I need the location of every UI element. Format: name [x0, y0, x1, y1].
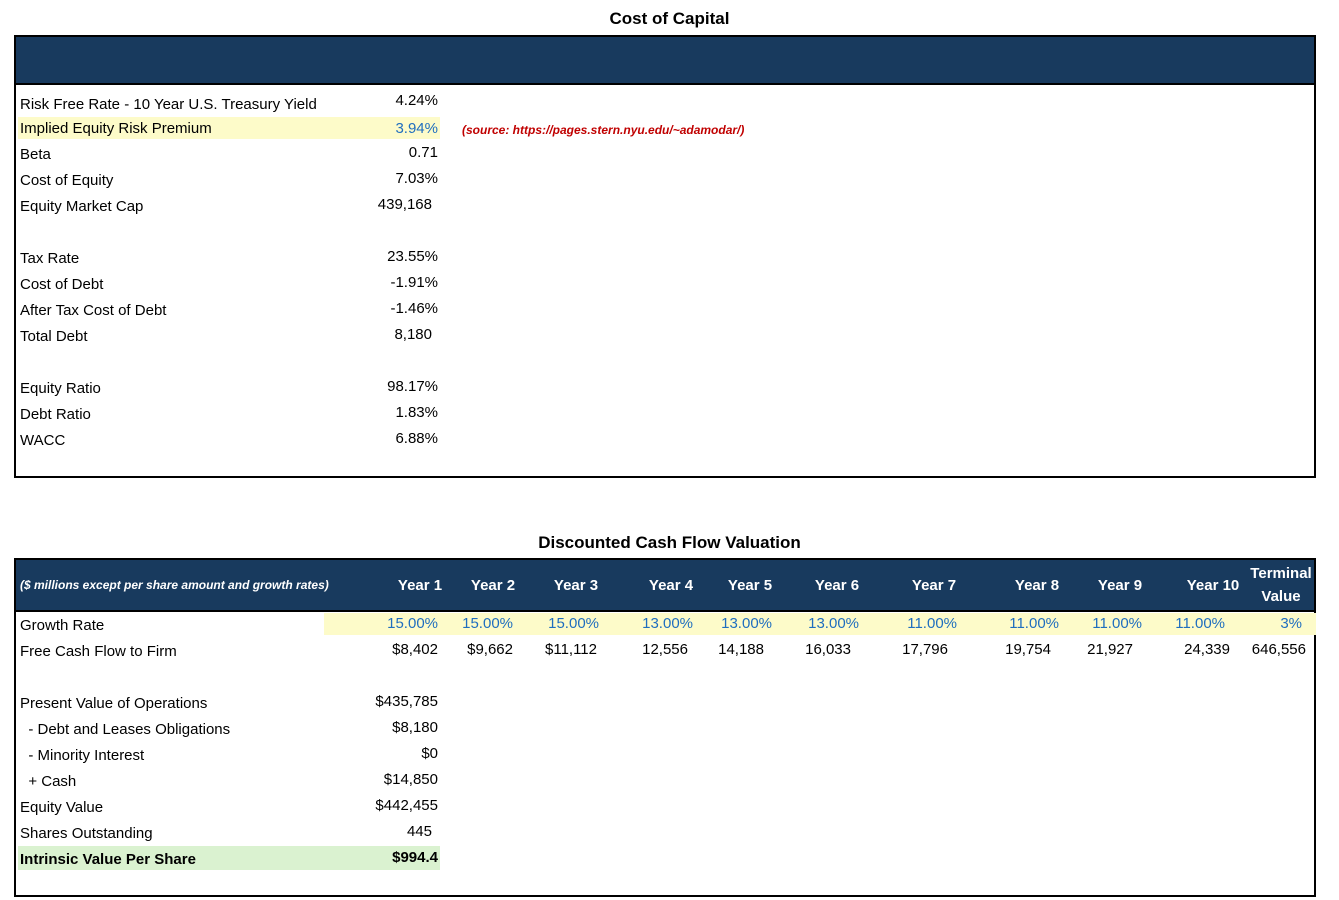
col-year-4: Year 4 — [648, 576, 694, 594]
cost-of-capital-title: Cost of Capital — [609, 9, 730, 28]
dcf-header-bar: ($ millions except per share amount and … — [16, 560, 1314, 612]
growth-year-10: 11.00% — [1175, 615, 1225, 632]
total-debt-label: Total Debt — [20, 328, 88, 345]
dcf-title: Discounted Cash Flow Valuation — [538, 533, 801, 552]
shares-outstanding-label: Shares Outstanding — [20, 825, 153, 842]
growth-terminal: 3% — [1280, 615, 1302, 632]
dcf-panel: ($ millions except per share amount and … — [14, 558, 1316, 897]
cash-label: + Cash — [20, 773, 77, 790]
fcf-year-4: 12,556 — [642, 641, 688, 658]
cash-value: $14,850 — [383, 771, 438, 788]
fcf-year-2: $9,662 — [467, 641, 513, 658]
beta-value: 0.71 — [408, 144, 438, 161]
col-year-6: Year 6 — [814, 576, 860, 594]
growth-year-3: 15.00% — [548, 615, 599, 632]
cost-of-capital-header-bar — [16, 37, 1314, 85]
fcf-year-7: 17,796 — [902, 641, 948, 658]
fcf-year-8: 19,754 — [1005, 641, 1051, 658]
wacc-label: WACC — [20, 432, 66, 449]
growth-year-2: 15.00% — [462, 615, 513, 632]
growth-year-1: 15.00% — [387, 615, 438, 632]
pv-operations-value: $435,785 — [375, 693, 438, 710]
debt-ratio-value: 1.83% — [395, 404, 438, 421]
tax-rate-label: Tax Rate — [20, 250, 80, 267]
tax-rate-value: 23.55% — [387, 248, 438, 265]
growth-year-4: 13.00% — [642, 615, 693, 632]
terminal-label-line2: Value — [1261, 588, 1301, 605]
cost-of-capital-panel: Risk Free Rate - 10 Year U.S. Treasury Y… — [14, 35, 1316, 478]
equity-risk-premium-label: Implied Equity Risk Premium — [20, 120, 212, 137]
growth-rate-label: Growth Rate — [20, 617, 105, 634]
col-year-8: Year 8 — [1014, 576, 1060, 594]
fcf-terminal: 646,556 — [1251, 641, 1306, 658]
shares-outstanding-value: 445 — [406, 823, 432, 840]
intrinsic-value-label: Intrinsic Value Per Share — [20, 851, 196, 868]
col-year-3: Year 3 — [553, 576, 599, 594]
minority-interest-value: $0 — [421, 745, 438, 762]
debt-ratio-label: Debt Ratio — [20, 406, 91, 423]
equity-value-label: Equity Value — [20, 799, 104, 816]
col-year-9: Year 9 — [1097, 576, 1143, 594]
col-year-7: Year 7 — [911, 576, 957, 594]
fcf-year-3: $11,112 — [545, 641, 597, 658]
col-terminal-value: Terminal Value — [1248, 560, 1314, 610]
intrinsic-value-value: $994.4 — [392, 849, 438, 866]
wacc-value: 6.88% — [395, 430, 438, 447]
growth-year-5: 13.00% — [721, 615, 772, 632]
after-tax-cost-of-debt-value: -1.46% — [390, 300, 438, 317]
col-year-10: Year 10 — [1186, 576, 1240, 594]
risk-free-rate-label: Risk Free Rate - 10 Year U.S. Treasury Y… — [20, 96, 317, 113]
growth-year-9-visible: 11.00% — [1092, 615, 1142, 632]
pv-operations-label: Present Value of Operations — [20, 695, 208, 712]
after-tax-cost-of-debt-label: After Tax Cost of Debt — [20, 302, 167, 319]
col-year-2: Year 2 — [470, 576, 516, 594]
col-year-1: Year 1 — [397, 576, 443, 594]
cost-of-debt-value: -1.91% — [390, 274, 438, 291]
risk-free-rate-value: 4.24% — [395, 92, 438, 109]
source-note: (source: https://pages.stern.nyu.edu/~ad… — [462, 123, 745, 137]
growth-year-6: 13.00% — [808, 615, 859, 632]
equity-risk-premium-highlight — [18, 117, 440, 139]
equity-risk-premium-value: 3.94% — [395, 120, 438, 137]
equity-market-cap-value: 439,168 — [377, 196, 432, 213]
fcf-year-9: 21,927 — [1087, 641, 1133, 658]
fcf-year-1: $8,402 — [392, 641, 438, 658]
debt-leases-value: $8,180 — [392, 719, 438, 736]
cost-of-equity-label: Cost of Equity — [20, 172, 114, 189]
minority-interest-label: - Minority Interest — [20, 747, 145, 764]
dcf-units-note: ($ millions except per share amount and … — [20, 578, 329, 592]
equity-ratio-value: 98.17% — [387, 378, 438, 395]
cost-of-equity-value: 7.03% — [395, 170, 438, 187]
beta-label: Beta — [20, 146, 51, 163]
terminal-label-line1: Terminal — [1250, 565, 1312, 582]
growth-year-8: 11.00% — [1009, 615, 1059, 632]
fcf-label: Free Cash Flow to Firm — [20, 643, 177, 660]
growth-row-highlight — [324, 613, 1316, 635]
fcf-year-5: 14,188 — [718, 641, 764, 658]
intrinsic-value-highlight — [18, 846, 440, 870]
fcf-year-6: 16,033 — [805, 641, 851, 658]
equity-ratio-label: Equity Ratio — [20, 380, 101, 397]
equity-value-value: $442,455 — [375, 797, 438, 814]
growth-year-7: 11.00% — [907, 615, 957, 632]
fcf-year-10: 24,339 — [1184, 641, 1230, 658]
total-debt-value: 8,180 — [394, 326, 432, 343]
debt-leases-label: - Debt and Leases Obligations — [20, 721, 231, 738]
equity-market-cap-label: Equity Market Cap — [20, 198, 144, 215]
col-year-5: Year 5 — [727, 576, 773, 594]
cost-of-debt-label: Cost of Debt — [20, 276, 104, 293]
